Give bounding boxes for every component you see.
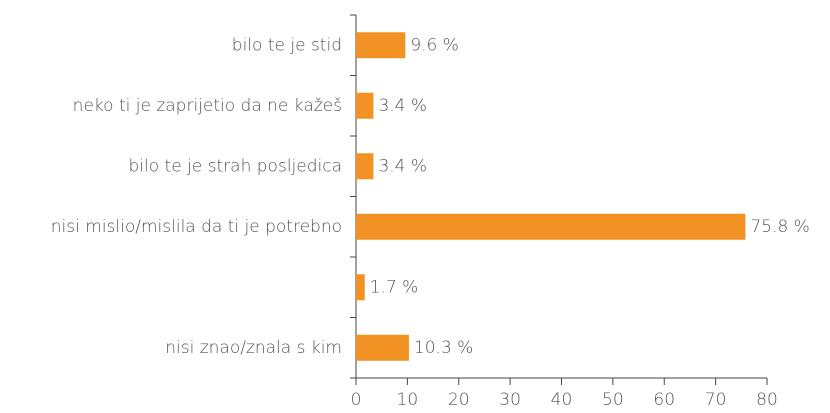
- y-tick-label: nisi mislio/mislila da ti je potrebno: [51, 217, 342, 237]
- bar: [356, 274, 365, 301]
- value-label: 10.3 %: [414, 338, 473, 358]
- value-label: 1.7 %: [370, 277, 419, 297]
- x-tick-label: 30: [499, 390, 521, 410]
- value-label: 3.4 %: [378, 156, 427, 176]
- bar: [356, 334, 409, 361]
- x-tick-label: 0: [351, 390, 362, 410]
- bar: [356, 92, 374, 119]
- bar: [356, 213, 746, 240]
- x-tick-label: 50: [602, 390, 624, 410]
- y-tick-label: bilo te je strah posljedica: [129, 156, 343, 176]
- x-tick-label: 80: [756, 390, 778, 410]
- value-label: 75.8 %: [750, 217, 809, 237]
- value-label: 9.6 %: [410, 35, 459, 55]
- x-tick-label: 70: [705, 390, 727, 410]
- value-label: 3.4 %: [378, 96, 427, 116]
- x-tick-label: 40: [551, 390, 573, 410]
- x-tick-label: 20: [448, 390, 470, 410]
- y-tick-label: nisi znao/znala s kim: [165, 338, 342, 358]
- x-tick-label: 60: [653, 390, 675, 410]
- bar: [356, 153, 374, 180]
- x-tick-label: 10: [397, 390, 419, 410]
- y-tick-label: bilo te je stid: [232, 35, 342, 55]
- bar: [356, 32, 406, 59]
- y-tick-label: neko ti je zaprijetio da ne kažeš: [73, 96, 342, 116]
